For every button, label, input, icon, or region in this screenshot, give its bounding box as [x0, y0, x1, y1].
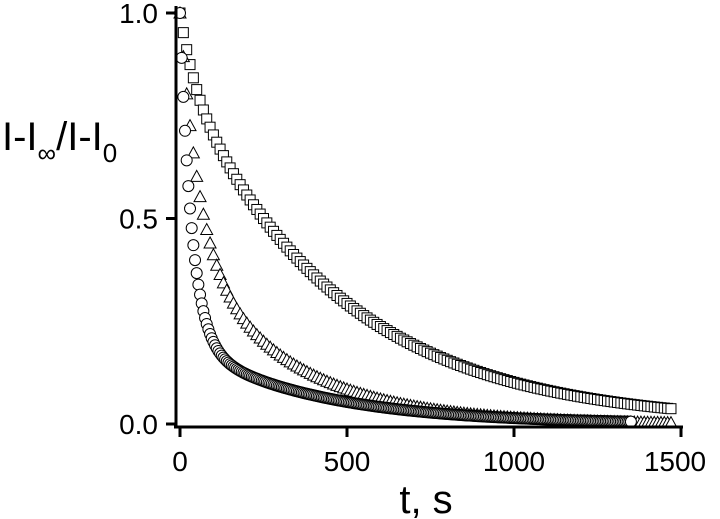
- triangle-point: [186, 145, 201, 159]
- triangle-point: [189, 169, 204, 182]
- square-point: [665, 403, 677, 415]
- triangle-point: [193, 189, 207, 203]
- circle-point: [192, 278, 205, 291]
- y-axis-title-sub-0: 0: [103, 138, 117, 168]
- x-tick-label: 500: [324, 446, 371, 477]
- circle-point: [177, 90, 190, 103]
- y-tick-label: 0.0: [119, 409, 158, 440]
- y-axis-ticks: 0.0 0.5 1.0: [119, 0, 176, 440]
- circle-point: [175, 51, 188, 64]
- triangle-point: [199, 222, 214, 236]
- square-point: [177, 27, 189, 39]
- series-square: [174, 7, 677, 415]
- x-axis-title: t, s: [399, 478, 452, 519]
- circle-point: [187, 239, 200, 252]
- series-triangle: [173, 5, 678, 429]
- y-axis-title-part-2: /I-I: [56, 115, 103, 159]
- circle-point: [182, 180, 195, 193]
- y-axis-title-sub-inf: ∞: [38, 138, 57, 168]
- x-tick-label: 1500: [644, 446, 706, 477]
- circle-point: [624, 415, 637, 428]
- triangle-point: [203, 235, 217, 249]
- circle-point: [180, 154, 193, 167]
- circle-point: [184, 202, 197, 215]
- y-tick-label: 0.5: [119, 204, 158, 235]
- square-point: [191, 84, 203, 96]
- circle-point: [190, 267, 203, 280]
- triangle-point: [209, 258, 224, 271]
- square-point: [194, 94, 206, 106]
- y-tick-label: 1.0: [119, 0, 158, 29]
- y-axis-title-part-1: I-I: [2, 115, 38, 159]
- square-point: [184, 59, 196, 71]
- circle-point: [189, 254, 202, 267]
- x-axis-ticks: 0 500 1000 1500: [172, 427, 706, 477]
- circle-point: [179, 124, 192, 137]
- data-marks: [173, 5, 678, 429]
- y-axis-title: I-I∞/I-I0: [2, 115, 117, 168]
- triangle-point: [206, 247, 221, 261]
- square-point: [187, 72, 199, 84]
- triangle-point: [196, 207, 211, 220]
- circle-point: [185, 222, 198, 235]
- x-tick-label: 1000: [483, 446, 545, 477]
- series-circle: [174, 7, 637, 428]
- x-tick-label: 0: [172, 446, 188, 477]
